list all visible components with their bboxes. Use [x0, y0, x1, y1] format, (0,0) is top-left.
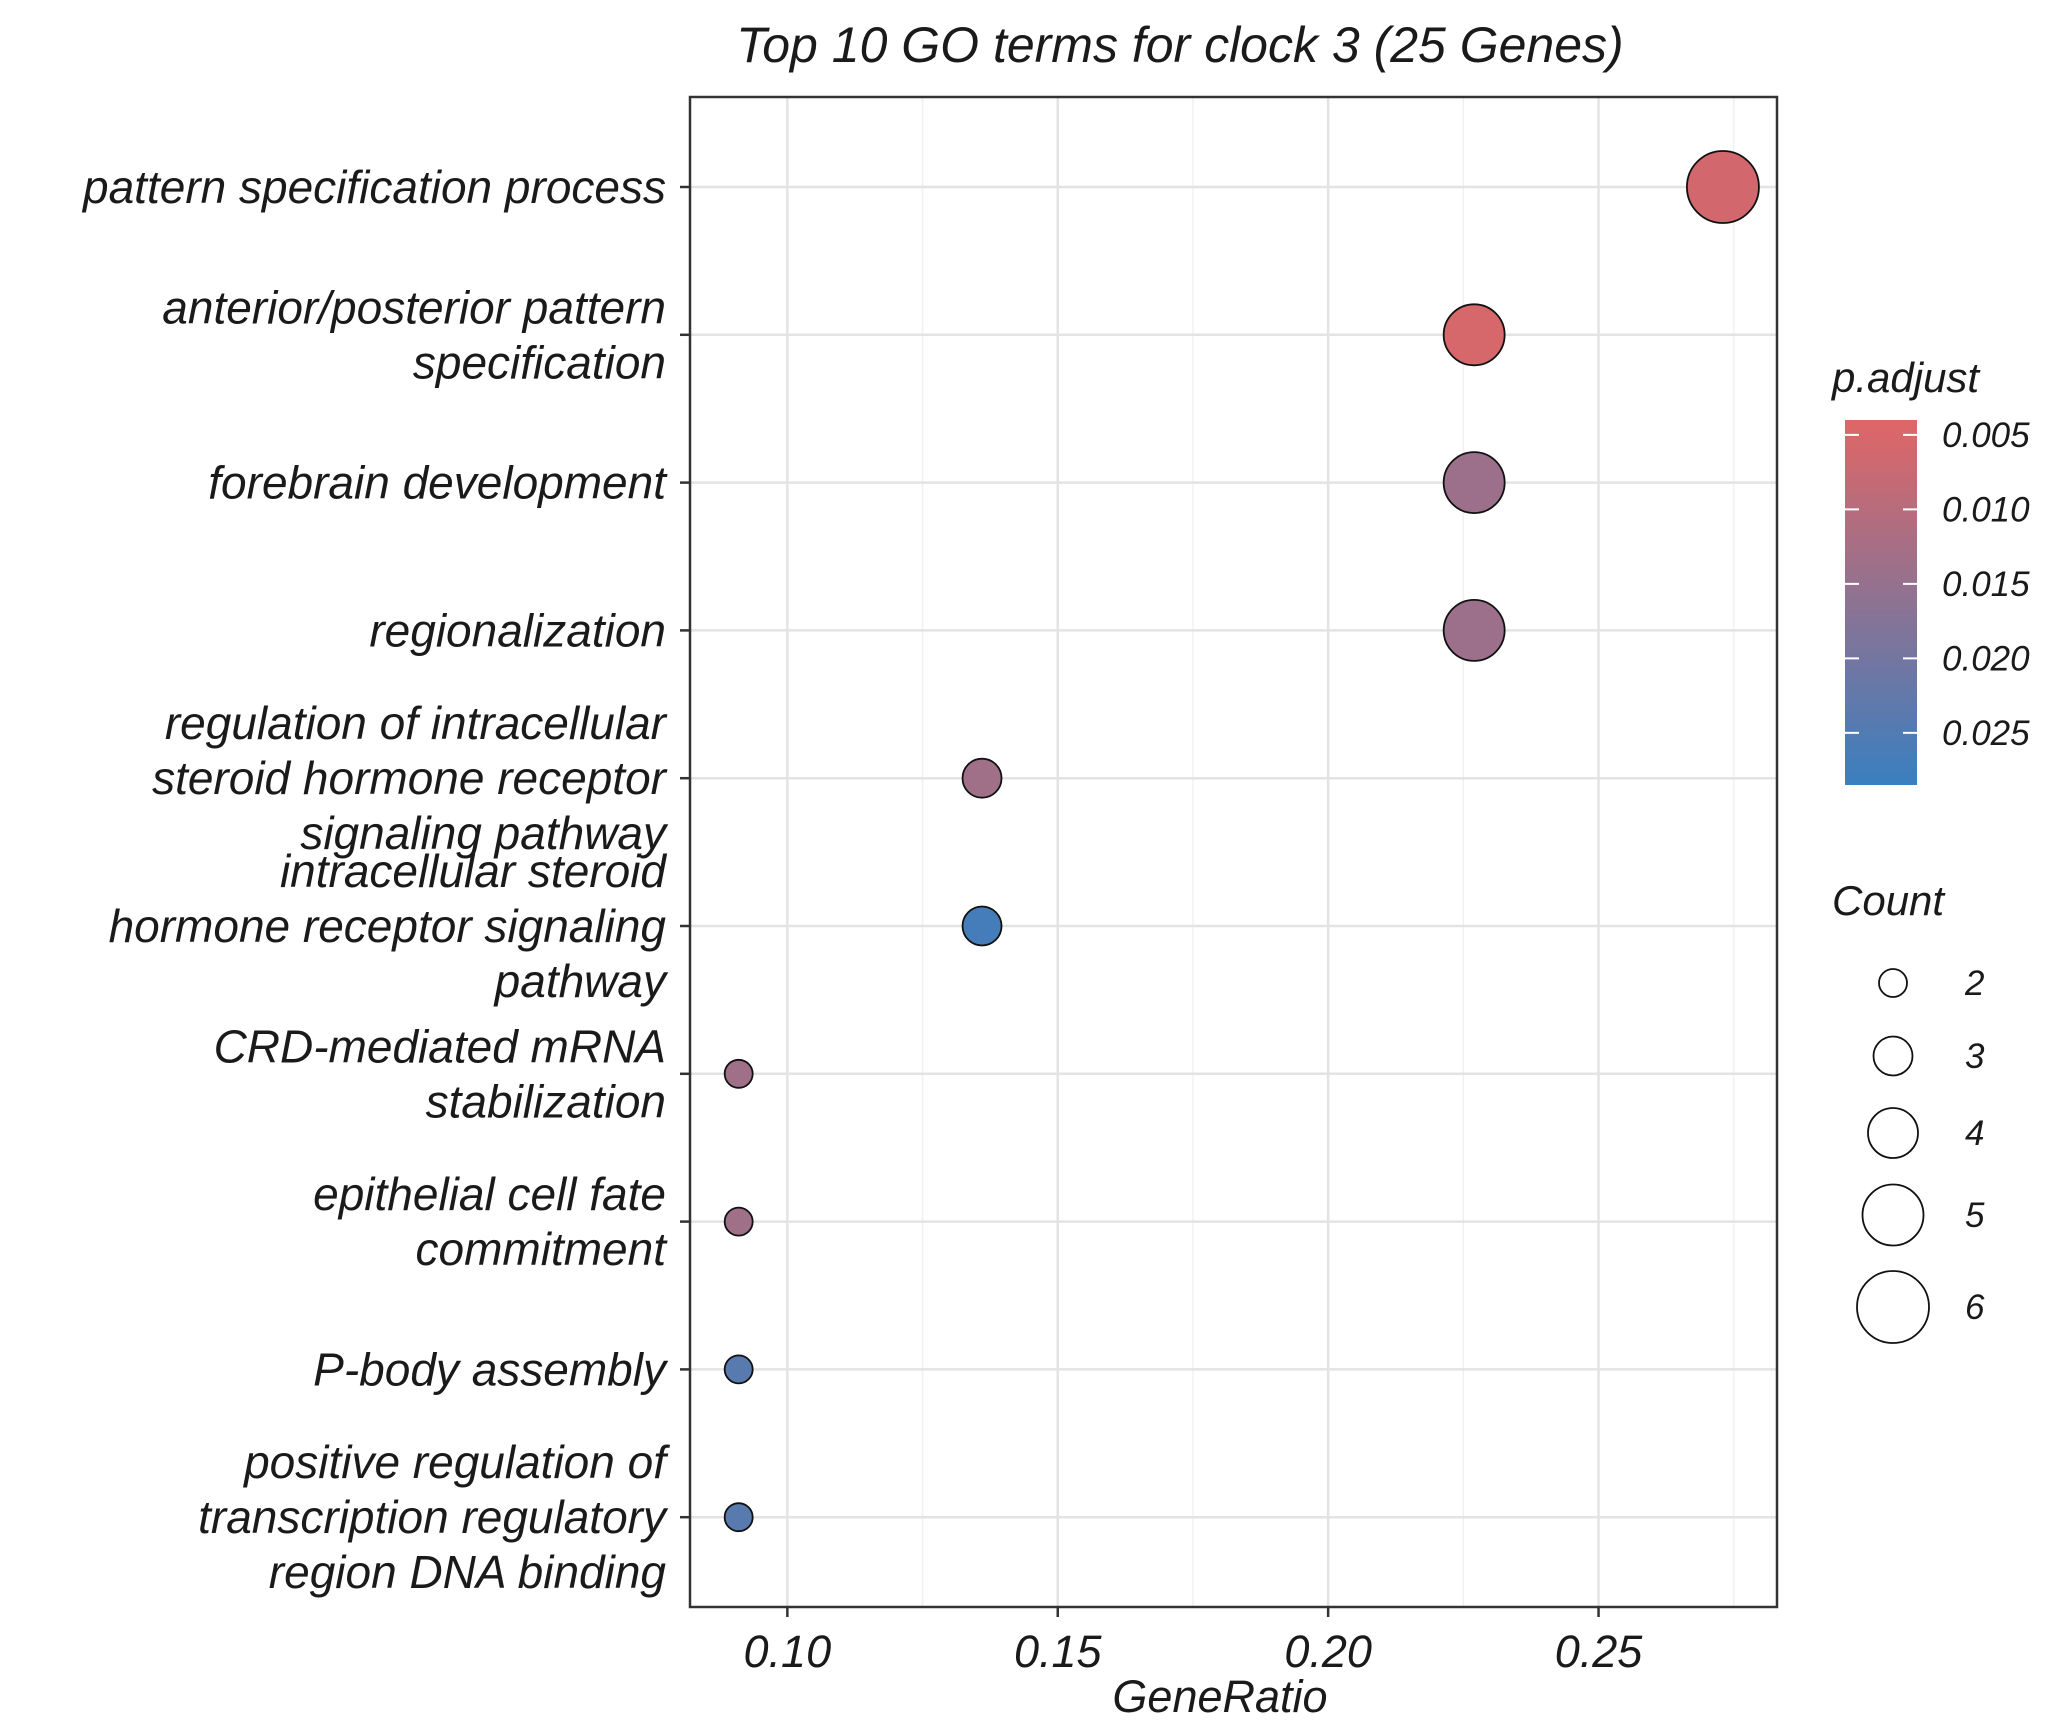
size-legend-label: 5	[1965, 1196, 1985, 1235]
size-legend-circle	[1861, 1183, 1925, 1247]
color-legend-label: 0.015	[1942, 565, 2030, 604]
y-tick-label: transcription regulatory	[198, 1491, 669, 1543]
y-tick-label: region DNA binding	[269, 1546, 667, 1598]
y-tick-label: steroid hormone receptor	[152, 752, 668, 804]
color-bar	[1845, 420, 1917, 785]
data-point	[961, 757, 1003, 799]
data-point	[1442, 599, 1506, 662]
p-adjust-legend: p.adjust 0.005 0.010 0.015 0.020 0.025	[1830, 354, 2030, 785]
chart-title: Top 10 GO terms for clock 3 (25 Genes)	[736, 17, 1623, 73]
y-tick-label: P-body assembly	[313, 1343, 669, 1395]
y-tick-label: regionalization	[369, 604, 666, 656]
y-tick-label: CRD-mediated mRNA	[214, 1020, 666, 1072]
grid-lines	[690, 97, 1777, 1607]
count-legend-title: Count	[1832, 877, 1946, 924]
data-point	[723, 1206, 754, 1237]
color-legend-label: 0.020	[1942, 639, 2030, 678]
x-tick-label: 0.25	[1555, 1626, 1644, 1677]
data-points	[723, 150, 1760, 1533]
data-point	[723, 1354, 754, 1385]
x-axis-title: GeneRatio	[1112, 1671, 1327, 1722]
size-legend-label: 3	[1965, 1037, 1985, 1076]
data-point	[961, 905, 1003, 947]
size-legend-circle	[1867, 1107, 1919, 1159]
color-legend-label: 0.025	[1942, 714, 2030, 753]
x-tick-label: 0.15	[1014, 1626, 1103, 1677]
color-legend-label: 0.010	[1942, 490, 2030, 529]
data-point	[723, 1502, 754, 1533]
size-legend-label: 4	[1965, 1114, 1984, 1153]
y-tick-label: commitment	[416, 1223, 669, 1275]
data-point	[1442, 451, 1506, 515]
size-legend-label: 6	[1965, 1288, 1985, 1327]
y-tick-label: pattern specification process	[81, 161, 666, 213]
data-point	[1686, 150, 1760, 224]
y-tick-label: intracellular steroid	[280, 845, 667, 897]
y-tick-label: stabilization	[426, 1075, 666, 1127]
y-tick-label: hormone receptor signaling	[109, 900, 667, 952]
x-axis: 0.10 0.15 0.20 0.25	[744, 1607, 1644, 1677]
color-legend-label: 0.005	[1942, 416, 2030, 455]
y-axis: pattern specification process anterior/po…	[81, 161, 690, 1598]
y-tick-label: anterior/posterior pattern	[162, 281, 666, 333]
y-tick-label: positive regulation of	[242, 1436, 670, 1488]
size-legend-label: 2	[1964, 964, 1984, 1003]
size-legend-circle	[1856, 1270, 1930, 1344]
size-legend-circle	[1872, 1035, 1914, 1077]
y-tick-label: epithelial cell fate	[313, 1168, 666, 1220]
count-legend: Count 2 3 4 5 6	[1832, 877, 1985, 1344]
y-tick-label: pathway	[493, 955, 669, 1007]
plot-panel	[688, 95, 1779, 1609]
p-adjust-legend-title: p.adjust	[1830, 354, 1981, 401]
y-tick-label: regulation of intracellular	[165, 697, 668, 749]
y-tick-label: forebrain development	[208, 457, 668, 509]
size-legend-circle	[1878, 968, 1908, 998]
x-tick-label: 0.10	[744, 1626, 832, 1677]
data-point	[723, 1058, 754, 1089]
data-point	[1442, 303, 1506, 367]
x-tick-label: 0.20	[1284, 1626, 1372, 1677]
y-tick-label: signaling pathway	[300, 807, 669, 859]
y-tick-label: specification	[413, 336, 666, 388]
